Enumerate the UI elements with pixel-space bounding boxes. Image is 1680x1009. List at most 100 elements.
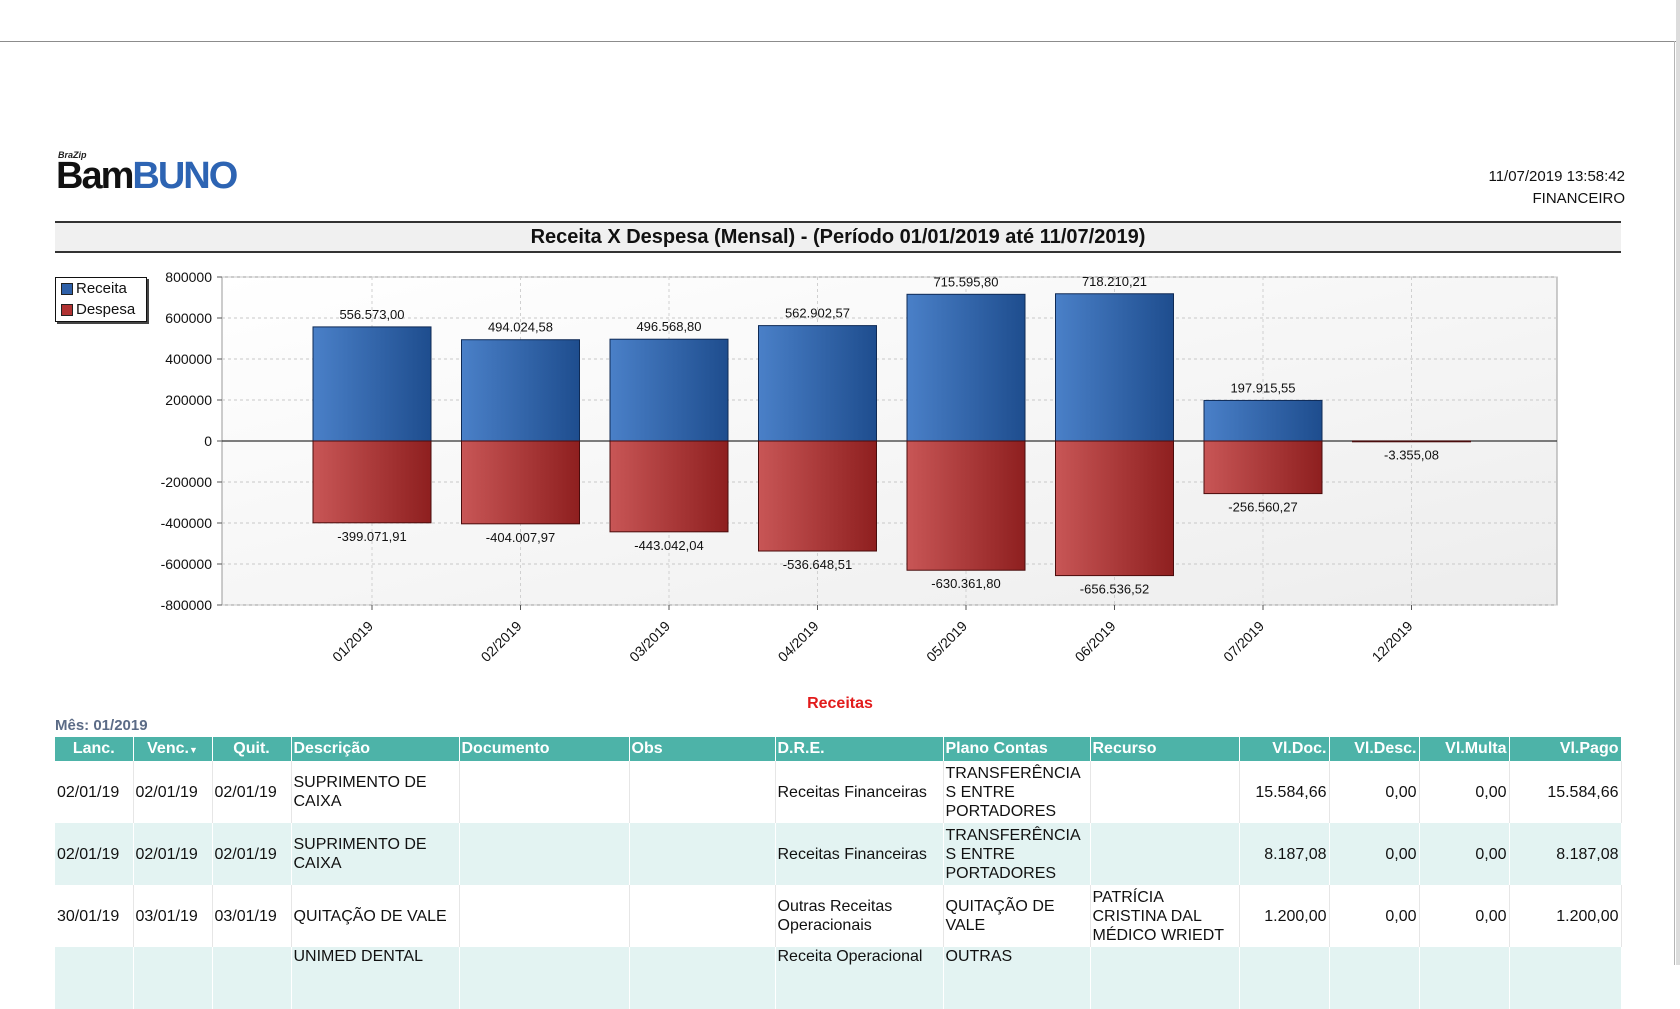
- y-tick-label: 600000: [165, 310, 212, 326]
- cell-vldesc: 0,00: [1329, 885, 1420, 947]
- col-header-recurso[interactable]: Recurso: [1090, 737, 1240, 761]
- cell-vldesc: [1329, 947, 1420, 1009]
- report-datetime: 11/07/2019 13:58:42: [1488, 168, 1625, 185]
- cell-venc: 03/01/19: [133, 885, 213, 947]
- col-header-dre[interactable]: D.R.E.: [775, 737, 944, 761]
- section-title: Receitas: [807, 695, 873, 712]
- x-tick-label: 04/2019: [775, 618, 822, 665]
- cell-descricao: UNIMED DENTAL: [291, 947, 460, 1009]
- cell-quit: 02/01/19: [212, 761, 292, 823]
- bar-despesa: [1203, 440, 1323, 495]
- bar-despesa: [758, 440, 877, 552]
- data-label-despesa: -630.361,80: [931, 576, 1000, 591]
- col-header-vldesc[interactable]: Vl.Desc.: [1329, 737, 1420, 761]
- cell-vldoc: 1.200,00: [1239, 885, 1330, 947]
- cell-vlpago: [1509, 947, 1622, 1009]
- cell-dre: Receita Operacional: [775, 947, 944, 1009]
- bar-despesa: [609, 440, 729, 533]
- cell-documento: [459, 761, 630, 823]
- table-row[interactable]: 02/01/19 02/01/19 02/01/19 SUPRIMENTO DE…: [55, 761, 1622, 823]
- col-header-vldoc[interactable]: Vl.Doc.: [1239, 737, 1330, 761]
- cell-plano-contas: OUTRAS: [943, 947, 1091, 1009]
- data-label-despesa: -256.560,27: [1228, 500, 1297, 515]
- cell-recurso: [1090, 947, 1240, 1009]
- sort-desc-icon: ▼: [188, 745, 198, 755]
- cell-quit: [212, 947, 292, 1009]
- cell-venc: 02/01/19: [133, 761, 213, 823]
- cell-vldoc: [1239, 947, 1330, 1009]
- cell-vldesc: 0,00: [1329, 761, 1420, 823]
- cell-recurso: [1090, 823, 1240, 885]
- legend-swatch-despesa: [61, 303, 73, 316]
- data-label-despesa: -3.355,08: [1384, 448, 1439, 463]
- cell-lanc: 02/01/19: [55, 761, 134, 823]
- col-header-vlpago[interactable]: Vl.Pago: [1509, 737, 1622, 761]
- data-label-receita: 718.210,21: [1082, 274, 1147, 289]
- cell-vlpago: 15.584,66: [1509, 761, 1622, 823]
- cell-plano-contas: TRANSFERÊNCIA S ENTRE PORTADORES: [943, 823, 1091, 885]
- x-tick-label: 02/2019: [478, 618, 525, 665]
- cell-lanc: 30/01/19: [55, 885, 134, 947]
- table-row[interactable]: 02/01/19 02/01/19 02/01/19 SUPRIMENTO DE…: [55, 823, 1622, 885]
- scrollbar-track[interactable]: [1676, 0, 1680, 965]
- col-header-obs[interactable]: Obs: [629, 737, 776, 761]
- logo-part-bam: Bam: [56, 155, 134, 197]
- col-header-quit[interactable]: Quit.: [212, 737, 292, 761]
- cell-documento: [459, 947, 630, 1009]
- y-tick-label: -600000: [161, 556, 213, 572]
- cell-vlpago: 8.187,08: [1509, 823, 1622, 885]
- revenue-expense-chart: 800000 600000 400000 200000 0 -200000 -400000 -…: [55, 262, 1621, 682]
- cell-recurso: PATRÍCIA CRISTINA DAL MÉDICO WRIEDT: [1090, 885, 1240, 947]
- bar-receita: [758, 325, 877, 442]
- window-top-border: [0, 41, 1680, 42]
- cell-vldoc: 8.187,08: [1239, 823, 1330, 885]
- data-label-receita: 496.568,80: [636, 319, 701, 334]
- cell-venc: 02/01/19: [133, 823, 213, 885]
- x-tick-label: 03/2019: [626, 618, 673, 665]
- data-label-despesa: -443.042,04: [634, 538, 703, 553]
- x-tick-label: 07/2019: [1220, 618, 1267, 665]
- y-tick-label: -800000: [161, 597, 213, 613]
- bar-receita: [609, 338, 729, 442]
- data-label-despesa: -399.071,91: [337, 529, 406, 544]
- table-row[interactable]: 30/01/19 03/01/19 03/01/19 QUITAÇÃO DE V…: [55, 885, 1622, 947]
- cell-vlmulta: 0,00: [1419, 885, 1510, 947]
- bar-receita: [312, 326, 432, 442]
- legend-label-receita: Receita: [76, 280, 127, 297]
- col-header-venc[interactable]: Venc.▼: [133, 737, 213, 761]
- col-header-descricao[interactable]: Descrição: [291, 737, 460, 761]
- cell-descricao: SUPRIMENTO DE CAIXA: [291, 823, 460, 885]
- cell-dre: Outras Receitas Operacionais: [775, 885, 944, 947]
- col-header-lanc[interactable]: Lanc.: [55, 737, 134, 761]
- cell-obs: [629, 947, 776, 1009]
- legend-label-despesa: Despesa: [76, 301, 136, 318]
- bar-receita: [906, 293, 1026, 442]
- bar-despesa: [1352, 440, 1471, 443]
- y-tick-label: -400000: [161, 515, 213, 531]
- cell-obs: [629, 761, 776, 823]
- report-department: FINANCEIRO: [1532, 190, 1625, 207]
- chart-svg: 800000 600000 400000 200000 0 -200000 -400000 -…: [161, 269, 1558, 665]
- bar-despesa: [461, 440, 580, 525]
- y-tick-label: 200000: [165, 392, 212, 408]
- report-header-info: 11/07/2019 13:58:42 FINANCEIRO: [1488, 166, 1625, 210]
- cell-obs: [629, 823, 776, 885]
- cell-documento: [459, 823, 630, 885]
- cell-vlmulta: [1419, 947, 1510, 1009]
- logo-small-text: BraZip: [58, 150, 87, 160]
- col-header-documento[interactable]: Documento: [459, 737, 630, 761]
- cell-vldesc: 0,00: [1329, 823, 1420, 885]
- col-header-vlmulta[interactable]: Vl.Multa: [1419, 737, 1510, 761]
- col-header-venc-label: Venc.: [147, 740, 189, 757]
- chart-legend: Receita Despesa: [55, 277, 147, 322]
- y-tick-label: 0: [204, 433, 212, 449]
- data-label-despesa: -404.007,97: [486, 530, 555, 545]
- cell-vlmulta: 0,00: [1419, 761, 1510, 823]
- cell-dre: Receitas Financeiras: [775, 761, 944, 823]
- bar-receita: [461, 339, 580, 442]
- table-header-row: Lanc. Venc.▼ Quit. Descrição Documento O…: [55, 737, 1622, 761]
- col-header-plano-contas[interactable]: Plano Contas: [943, 737, 1091, 761]
- y-tick-label: 400000: [165, 351, 212, 367]
- report-title: Receita X Despesa (Mensal) - (Período 01…: [55, 221, 1621, 253]
- table-row[interactable]: UNIMED DENTAL Receita Operacional OUTRAS: [55, 947, 1622, 1009]
